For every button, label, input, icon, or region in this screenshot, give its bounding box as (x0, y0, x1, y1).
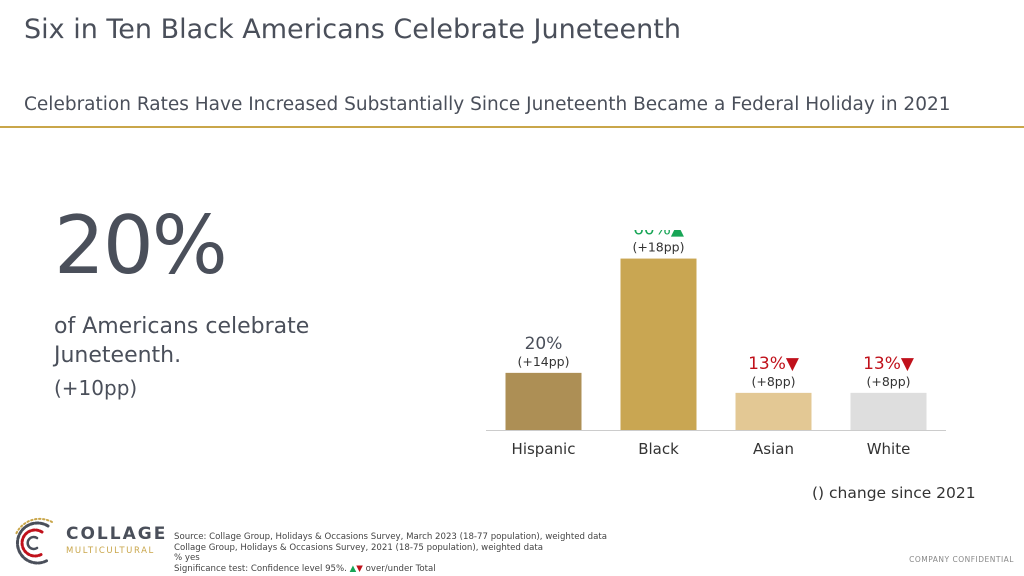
change-label-black: (+18pp) (632, 240, 684, 255)
source-line-2: Collage Group, Holidays & Occasions Surv… (174, 542, 543, 553)
value-label-white: 13%▼ (863, 354, 915, 374)
significance-suffix: over/under Total (365, 563, 436, 574)
category-label-black: Black (638, 440, 679, 458)
chart-change-note: () change since 2021 (812, 484, 976, 502)
category-label-asian: Asian (753, 440, 794, 458)
category-label-hispanic: Hispanic (512, 440, 576, 458)
source-line-1: Source: Collage Group, Holidays & Occasi… (174, 532, 608, 542)
triangle-up-icon: ▲ (349, 563, 357, 574)
headline-stat-value: 20% (54, 199, 228, 292)
triangle-down-icon: ▼ (356, 563, 363, 574)
change-label-white: (+8pp) (866, 374, 910, 389)
logo-subtitle: MULTICULTURAL (66, 546, 155, 556)
source-line-3: % yes (174, 553, 200, 564)
page-title: Six in Ten Black Americans Celebrate Jun… (24, 14, 681, 45)
significance-text: Significance test: Confidence level 95%. (174, 563, 347, 574)
value-label-black: 60%▲ (633, 230, 685, 240)
bar-white (850, 392, 927, 430)
page-subtitle: Celebration Rates Have Increased Substan… (24, 94, 951, 115)
bar-black (620, 258, 697, 430)
headline-stat-description: of Americans celebrate Juneteenth. (54, 314, 310, 368)
source-notes: Source: Collage Group, Holidays & Occasi… (174, 532, 607, 574)
value-label-hispanic: 20% (525, 334, 563, 354)
bar-hispanic (505, 372, 582, 430)
bar-chart: (+14pp)20% Hispanic (+18pp)60%▲ Black (+8pp)… (486, 230, 946, 458)
change-label-hispanic: (+14pp) (517, 354, 569, 369)
value-label-asian: 13%▼ (748, 354, 800, 374)
headline-stat-change: (+10pp) (54, 376, 138, 400)
source-line-4: Significance test: Confidence level 95%.… (174, 564, 607, 575)
collage-logo-mark-icon (15, 517, 53, 565)
change-label-asian: (+8pp) (751, 374, 795, 389)
logo-name: COLLAGE (66, 524, 168, 544)
header-divider (0, 126, 1024, 128)
collage-logo: COLLAGE MULTICULTURAL (8, 514, 165, 572)
bar-asian (735, 392, 812, 430)
confidential-label: COMPANY CONFIDENTIAL (909, 555, 1014, 564)
category-label-white: White (867, 440, 911, 458)
